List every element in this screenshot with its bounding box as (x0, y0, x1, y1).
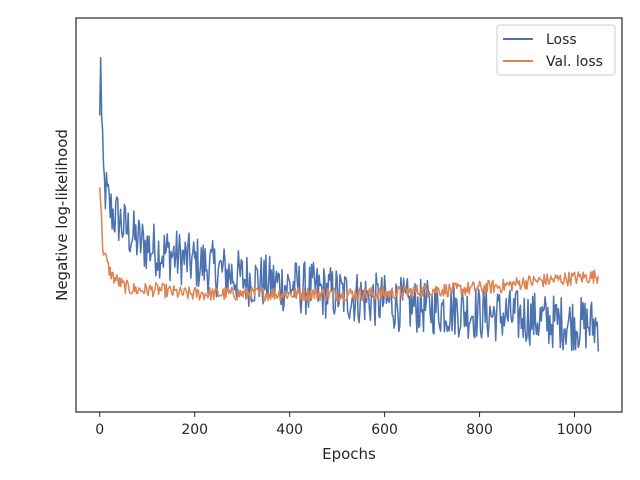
y-axis-label: Negative log-likelihood (53, 129, 71, 301)
legend-label-1: Loss (546, 32, 577, 48)
legend: Loss Val. loss (496, 24, 616, 76)
x-tick-label: 0 (95, 422, 104, 438)
legend-box (496, 24, 616, 76)
legend-label-2: Val. loss (546, 54, 603, 70)
x-axis-ticks: 0 200 400 600 800 1000 (95, 412, 592, 438)
series-layer (98, 57, 600, 352)
x-tick-label: 400 (276, 422, 303, 438)
plot-frame (75, 17, 623, 413)
x-tick-label: 200 (181, 422, 208, 438)
x-tick-label: 1000 (557, 422, 593, 438)
series-line-1 (98, 57, 600, 352)
x-tick-label: 800 (466, 422, 493, 438)
series-line-2 (98, 187, 600, 302)
x-tick-label: 600 (371, 422, 398, 438)
x-axis-label: Epochs (322, 445, 376, 463)
